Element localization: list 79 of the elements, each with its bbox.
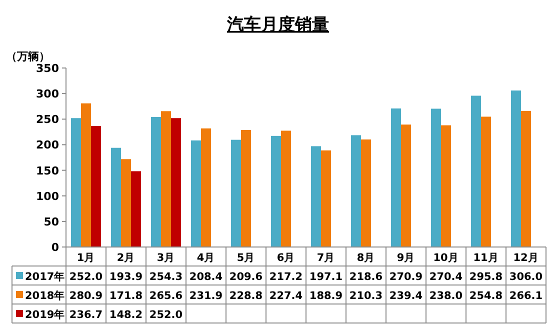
x-tick-label: 8月 (356, 252, 376, 264)
x-tick-label: 7月 (316, 252, 336, 264)
data-label: 306.0 (509, 271, 543, 283)
y-tick-label: 350 (36, 62, 60, 75)
y-axis-title: （万辆） (6, 50, 50, 63)
bar (441, 125, 451, 247)
bar (81, 103, 91, 247)
data-label: 148.2 (109, 309, 143, 321)
y-tick-label: 150 (36, 164, 60, 178)
bar (121, 159, 131, 247)
bar (151, 116, 161, 247)
data-label: 209.6 (229, 271, 263, 283)
data-label: 217.2 (269, 271, 303, 283)
legend-label: 2018年 (25, 289, 66, 302)
x-tick-label: 11月 (473, 252, 499, 264)
bar (391, 108, 401, 247)
data-label: 266.1 (509, 290, 543, 302)
bar (241, 130, 251, 247)
legend-label: 2017年 (25, 270, 66, 283)
x-tick-label: 12月 (513, 252, 539, 264)
x-tick-label: 4月 (196, 252, 216, 264)
bar (431, 108, 441, 247)
data-label: 270.9 (389, 271, 423, 283)
data-label: 252.0 (69, 271, 103, 283)
data-label: 210.3 (349, 290, 383, 302)
bar (171, 118, 181, 247)
data-label: 238.0 (429, 290, 463, 302)
y-tick-label: 250 (36, 113, 60, 126)
bar (161, 111, 171, 247)
bar (91, 126, 101, 247)
data-label: 254.8 (469, 290, 503, 302)
data-label: 231.9 (189, 290, 223, 302)
data-label: 280.9 (69, 290, 103, 302)
data-label: 265.6 (149, 290, 183, 302)
bar (271, 136, 281, 247)
bar (131, 171, 141, 247)
chart-title: 汽车月度销量 (226, 15, 329, 35)
legend-label: 2019年 (25, 308, 66, 321)
data-label: 254.3 (149, 271, 183, 283)
bar (201, 128, 211, 247)
data-label: 270.4 (429, 271, 463, 283)
bar (111, 148, 121, 247)
bar (71, 118, 81, 247)
bar (511, 90, 521, 247)
bar (471, 96, 481, 247)
bar (401, 124, 411, 247)
x-tick-label: 10月 (433, 252, 459, 264)
bar (191, 140, 201, 247)
bar (361, 139, 371, 247)
y-tick-label: 50 (44, 215, 60, 228)
x-tick-label: 9月 (396, 252, 416, 264)
bar (231, 140, 241, 247)
bar (481, 116, 491, 247)
data-label: 239.4 (389, 290, 423, 302)
data-label: 197.1 (309, 271, 343, 283)
bar (281, 130, 291, 247)
x-tick-label: 5月 (236, 252, 256, 264)
y-tick-label: 200 (36, 138, 60, 152)
data-label: 227.4 (269, 290, 303, 302)
data-label: 171.8 (109, 290, 143, 302)
x-tick-label: 2月 (116, 252, 136, 264)
data-label: 236.7 (69, 309, 103, 321)
x-tick-label: 3月 (156, 252, 176, 264)
data-label: 208.4 (189, 271, 223, 283)
x-tick-label: 1月 (76, 252, 96, 264)
y-tick-label: 300 (36, 88, 60, 101)
bar (351, 135, 361, 247)
bar (311, 146, 321, 247)
data-label: 252.0 (149, 309, 183, 321)
data-label: 218.6 (349, 271, 383, 283)
y-tick-label: 0 (51, 241, 60, 254)
x-tick-label: 6月 (276, 252, 296, 264)
data-label: 188.9 (309, 290, 343, 302)
bar (521, 110, 531, 247)
data-label: 228.8 (229, 290, 263, 302)
bar (321, 150, 331, 247)
data-label: 295.8 (469, 271, 503, 283)
data-label: 193.9 (109, 271, 143, 283)
y-tick-label: 100 (36, 190, 60, 203)
